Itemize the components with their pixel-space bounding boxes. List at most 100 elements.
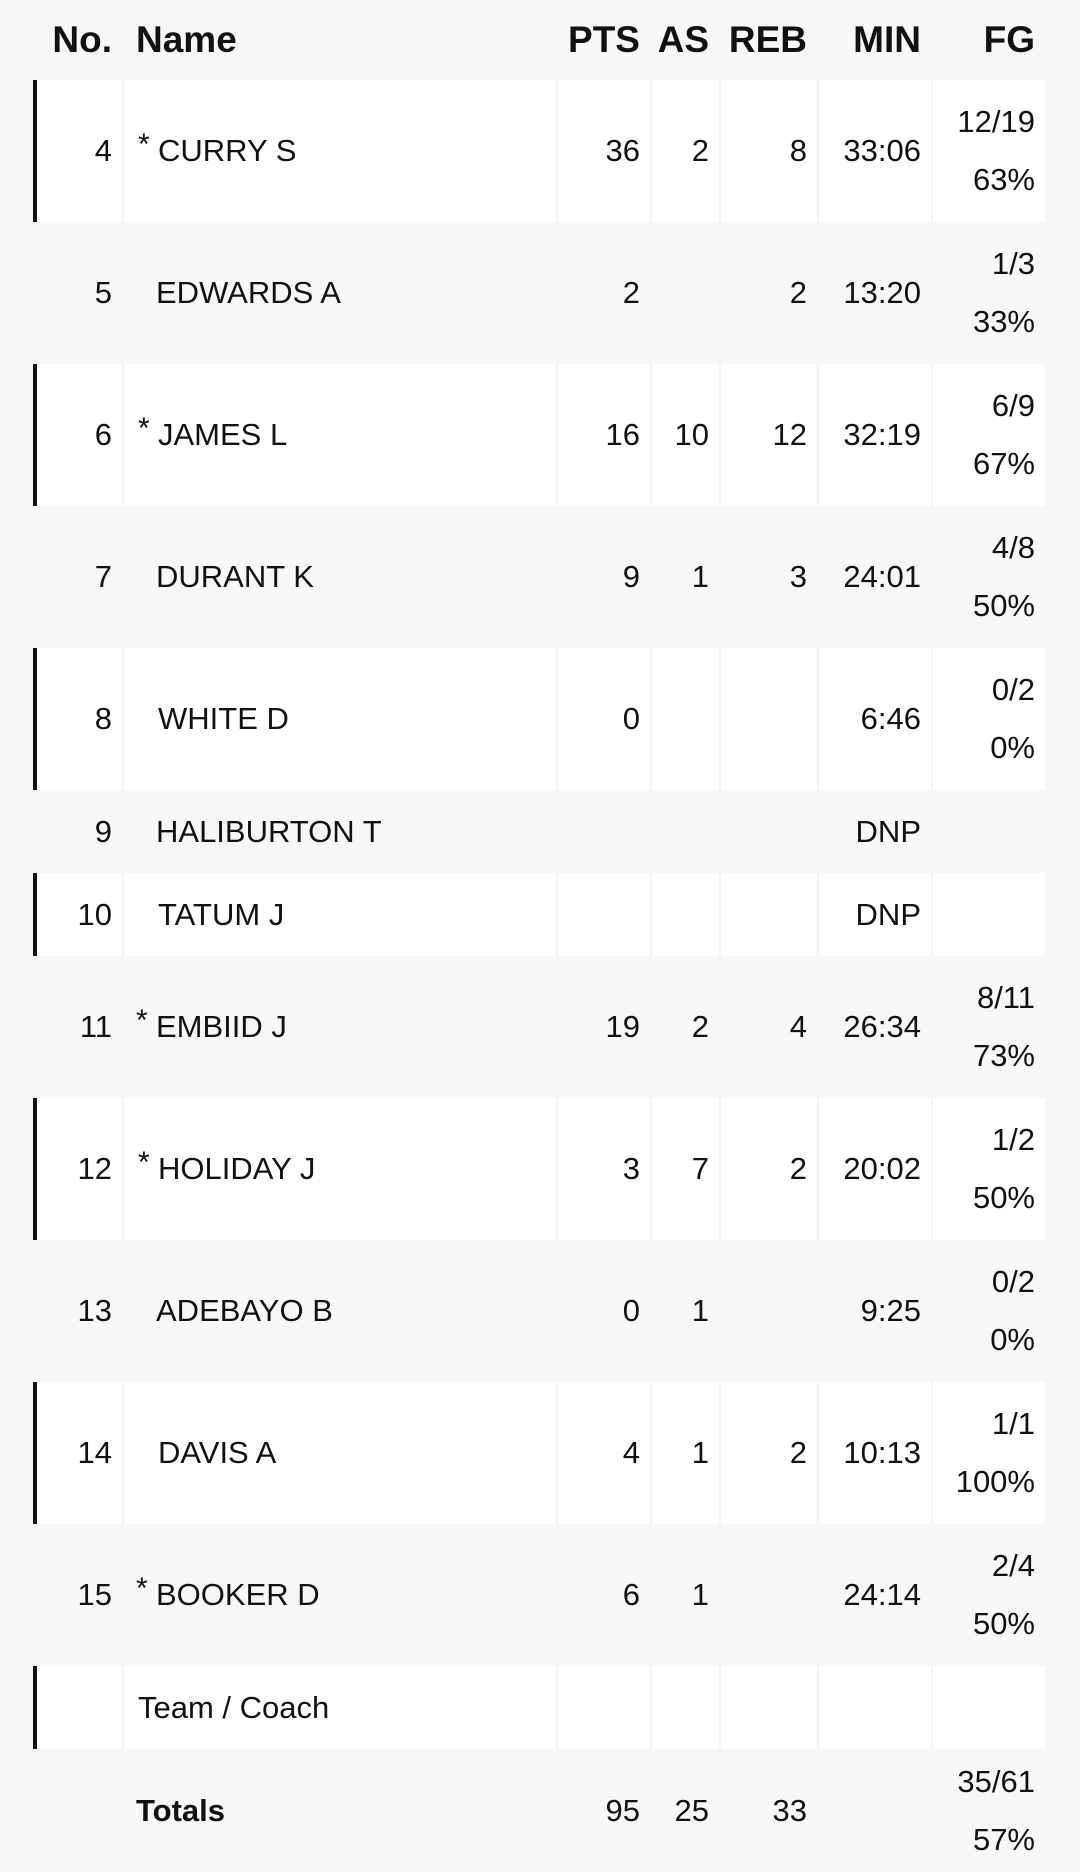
- player-row[interactable]: 6 * JAMES L 16 10 12 32:19 6/9 67%: [33, 364, 1045, 506]
- player-fg-made: 8/11: [976, 980, 1035, 1015]
- player-pts: 36: [556, 80, 650, 222]
- player-as: 2: [691, 1009, 709, 1044]
- player-pts: 2: [622, 275, 640, 310]
- player-fg-made: 1/1: [991, 1406, 1035, 1441]
- player-fg: [931, 873, 1045, 956]
- player-fg: 1/1 100%: [931, 1382, 1045, 1524]
- header-reb[interactable]: REB: [728, 19, 807, 60]
- player-number: 11: [79, 1009, 112, 1044]
- player-pts: 9: [622, 559, 640, 594]
- player-row[interactable]: 8 WHITE D 0 6:46 0/2 0%: [33, 648, 1045, 790]
- player-reb: 2: [789, 275, 807, 310]
- player-name-cell: * HOLIDAY J: [122, 1098, 556, 1240]
- player-as: 1: [691, 1293, 709, 1328]
- player-fg: [931, 790, 1045, 873]
- player-fg-pct: 50%: [972, 1606, 1035, 1641]
- player-row[interactable]: 13 ADEBAYO B 0 1 9:25 0/2 0%: [33, 1240, 1045, 1382]
- player-reb: [719, 1240, 817, 1382]
- header-name[interactable]: Name: [136, 19, 237, 60]
- player-fg: 0/2 0%: [931, 648, 1045, 790]
- box-score-table: No. Name PTS AS REB MIN FG 4 * CURRY S 36 2 8…: [33, 0, 1045, 1872]
- player-pts: 0: [556, 648, 650, 790]
- player-reb: 2: [719, 1098, 817, 1240]
- player-as: 1: [691, 1577, 709, 1612]
- player-number: 8: [94, 701, 112, 736]
- player-name-cell: DAVIS A: [122, 1382, 556, 1524]
- header-row: No. Name PTS AS REB MIN FG: [33, 0, 1045, 80]
- player-reb: [719, 873, 817, 956]
- totals-fg-made: 35/61: [957, 1763, 1035, 1799]
- player-name[interactable]: JAMES L: [158, 417, 288, 452]
- player-pts: 0: [622, 1293, 640, 1328]
- totals-row: Totals 95 25 33 35/61 57%: [33, 1749, 1045, 1872]
- player-reb: 8: [719, 80, 817, 222]
- player-as: 10: [650, 364, 719, 506]
- player-fg-made: 2/4: [991, 1548, 1035, 1583]
- player-name[interactable]: DURANT K: [156, 559, 314, 594]
- player-row[interactable]: 9 HALIBURTON T DNP: [33, 790, 1045, 873]
- header-as[interactable]: AS: [657, 19, 709, 60]
- player-fg-made: 1/3: [991, 246, 1035, 281]
- player-name[interactable]: TATUM J: [158, 896, 285, 932]
- player-row[interactable]: 11 * EMBIID J 19 2 4 26:34 8/11 73%: [33, 956, 1045, 1098]
- player-row[interactable]: 7 DURANT K 9 1 3 24:01 4/8 50%: [33, 506, 1045, 648]
- player-row[interactable]: 14 DAVIS A 4 1 2 10:13 1/1 100%: [33, 1382, 1045, 1524]
- team-coach-row: Team / Coach: [33, 1666, 1045, 1749]
- player-fg-made: 12/19: [957, 104, 1035, 139]
- totals-label: Totals: [136, 1792, 225, 1828]
- player-row[interactable]: 15 * BOOKER D 6 1 24:14 2/4 50%: [33, 1524, 1045, 1666]
- header-fg[interactable]: FG: [983, 19, 1035, 60]
- player-min: 13:20: [843, 275, 921, 310]
- player-reb: [719, 648, 817, 790]
- player-min: 9:25: [860, 1293, 921, 1328]
- player-min: 33:06: [817, 80, 931, 222]
- player-row[interactable]: 12 * HOLIDAY J 3 7 2 20:02 1/2 50%: [33, 1098, 1045, 1240]
- player-name[interactable]: WHITE D: [158, 701, 289, 736]
- player-pts: 3: [556, 1098, 650, 1240]
- player-name[interactable]: DAVIS A: [158, 1435, 277, 1470]
- player-reb: 12: [719, 364, 817, 506]
- player-pts: 19: [605, 1009, 640, 1044]
- header-min[interactable]: MIN: [853, 19, 921, 60]
- player-row[interactable]: 10 TATUM J DNP: [33, 873, 1045, 956]
- header-pts[interactable]: PTS: [568, 19, 640, 60]
- player-name[interactable]: ADEBAYO B: [156, 1293, 333, 1328]
- player-pts: [556, 873, 650, 956]
- header-no[interactable]: No.: [52, 19, 112, 60]
- player-fg: 1/3 33%: [931, 222, 1045, 364]
- player-fg-pct: 33%: [972, 304, 1035, 339]
- player-name-cell: ADEBAYO B: [122, 1240, 556, 1382]
- player-reb: [719, 1524, 817, 1666]
- player-number: 7: [94, 559, 112, 594]
- player-as: 1: [650, 1382, 719, 1524]
- player-as: 1: [691, 559, 709, 594]
- player-fg: 0/2 0%: [931, 1240, 1045, 1382]
- player-min: 10:13: [817, 1382, 931, 1524]
- starter-marker: *: [138, 128, 150, 161]
- player-as: [650, 648, 719, 790]
- player-name[interactable]: EDWARDS A: [156, 275, 341, 310]
- player-name[interactable]: HOLIDAY J: [158, 1151, 316, 1186]
- player-number: 15: [77, 1577, 112, 1612]
- player-name[interactable]: HALIBURTON T: [156, 813, 382, 849]
- player-name-cell: * CURRY S: [122, 80, 556, 222]
- player-fg-pct: 73%: [972, 1038, 1035, 1073]
- player-pts: 4: [556, 1382, 650, 1524]
- player-row[interactable]: 5 EDWARDS A 2 2 13:20 1/3 33%: [33, 222, 1045, 364]
- player-name[interactable]: BOOKER D: [156, 1577, 320, 1612]
- player-min: 32:19: [817, 364, 931, 506]
- player-row[interactable]: 4 * CURRY S 36 2 8 33:06 12/19 63%: [33, 80, 1045, 222]
- player-pts: 6: [622, 1577, 640, 1612]
- player-name[interactable]: CURRY S: [158, 133, 297, 168]
- player-min: 6:46: [817, 648, 931, 790]
- player-name-cell: * JAMES L: [122, 364, 556, 506]
- player-min: 24:14: [843, 1577, 921, 1612]
- totals-fg-pct: 57%: [972, 1821, 1035, 1857]
- player-fg: 1/2 50%: [931, 1098, 1045, 1240]
- player-reb: 3: [789, 559, 807, 594]
- player-pts: [556, 790, 650, 873]
- starter-marker: *: [138, 1146, 150, 1179]
- player-name[interactable]: EMBIID J: [156, 1009, 287, 1044]
- player-number: 4: [94, 133, 112, 168]
- player-fg: 8/11 73%: [931, 956, 1045, 1098]
